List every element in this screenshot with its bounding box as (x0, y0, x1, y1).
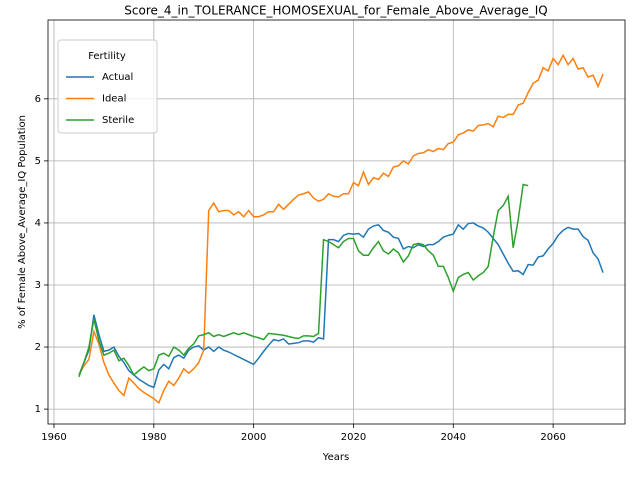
line (78, 183, 529, 378)
legend-box (57, 39, 158, 134)
line (78, 222, 604, 389)
x-tick-label: 2000 (241, 432, 266, 443)
legend-label: Actual (102, 72, 133, 83)
x-tick-label: 2020 (341, 432, 366, 443)
x-tick-label: 2060 (540, 432, 565, 443)
plot-frame (47, 19, 626, 425)
x-tick-label: 1980 (141, 432, 166, 443)
y-tick-label: 6 (35, 94, 41, 105)
y-tick-label: 5 (35, 156, 41, 167)
x-tick-label: 2040 (441, 432, 466, 443)
x-axis-label: Years (322, 452, 349, 463)
legend-label: Sterile (102, 115, 134, 126)
y-tick-label: 3 (35, 280, 41, 291)
line (78, 53, 604, 405)
y-tick-label: 4 (35, 218, 41, 229)
legend-label: Ideal (102, 94, 126, 105)
legend-title: Fertility (88, 51, 126, 62)
y-tick-label: 2 (35, 342, 41, 353)
chart-title: Score_4_in_TOLERANCE_HOMOSEXUAL_for_Fema… (124, 4, 547, 18)
y-axis-label: % of Female Above_Average_IQ Population (17, 115, 28, 329)
x-tick-label: 1960 (41, 432, 66, 443)
y-tick-label: 1 (35, 404, 41, 415)
